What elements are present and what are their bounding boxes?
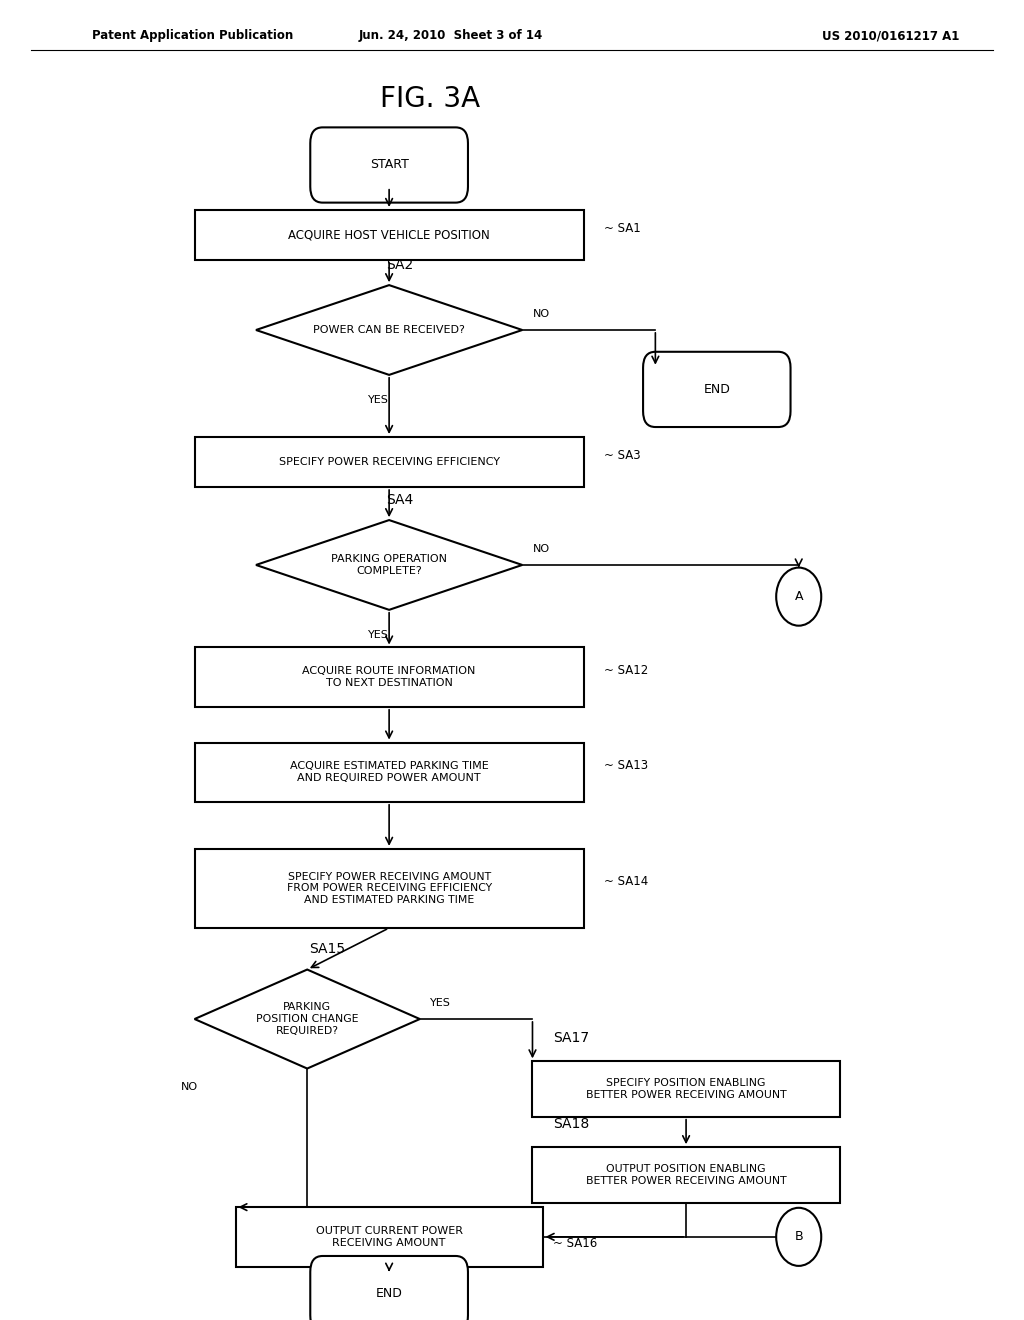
Text: ~ SA13: ~ SA13 — [604, 759, 648, 772]
Text: YES: YES — [430, 998, 451, 1008]
Text: SA4: SA4 — [386, 492, 413, 507]
Text: END: END — [376, 1287, 402, 1300]
Polygon shape — [195, 969, 420, 1069]
Text: YES: YES — [369, 630, 389, 640]
Text: PARKING
POSITION CHANGE
REQUIRED?: PARKING POSITION CHANGE REQUIRED? — [256, 1002, 358, 1036]
Text: ACQUIRE HOST VEHICLE POSITION: ACQUIRE HOST VEHICLE POSITION — [288, 228, 490, 242]
Text: ~ SA1: ~ SA1 — [604, 222, 641, 235]
Text: PARKING OPERATION
COMPLETE?: PARKING OPERATION COMPLETE? — [331, 554, 447, 576]
Text: B: B — [795, 1230, 803, 1243]
Text: START: START — [370, 158, 409, 172]
Text: SA17: SA17 — [553, 1031, 589, 1045]
Text: SA2: SA2 — [386, 257, 413, 272]
Text: YES: YES — [369, 395, 389, 405]
Text: ~ SA16: ~ SA16 — [553, 1237, 597, 1250]
FancyBboxPatch shape — [195, 210, 584, 260]
Text: FIG. 3A: FIG. 3A — [380, 84, 480, 114]
FancyBboxPatch shape — [195, 648, 584, 708]
Text: ~ SA12: ~ SA12 — [604, 664, 648, 677]
FancyBboxPatch shape — [195, 743, 584, 803]
Text: SA15: SA15 — [309, 942, 346, 956]
Text: ACQUIRE ESTIMATED PARKING TIME
AND REQUIRED POWER AMOUNT: ACQUIRE ESTIMATED PARKING TIME AND REQUI… — [290, 762, 488, 783]
FancyBboxPatch shape — [310, 127, 468, 202]
Text: ~ SA3: ~ SA3 — [604, 449, 641, 462]
Text: ACQUIRE ROUTE INFORMATION
TO NEXT DESTINATION: ACQUIRE ROUTE INFORMATION TO NEXT DESTIN… — [302, 667, 476, 688]
Text: OUTPUT CURRENT POWER
RECEIVING AMOUNT: OUTPUT CURRENT POWER RECEIVING AMOUNT — [315, 1226, 463, 1247]
Text: Jun. 24, 2010  Sheet 3 of 14: Jun. 24, 2010 Sheet 3 of 14 — [358, 29, 543, 42]
Text: SPECIFY POSITION ENABLING
BETTER POWER RECEIVING AMOUNT: SPECIFY POSITION ENABLING BETTER POWER R… — [586, 1078, 786, 1100]
Text: NO: NO — [181, 1082, 198, 1092]
FancyBboxPatch shape — [236, 1206, 543, 1267]
Polygon shape — [256, 285, 522, 375]
FancyBboxPatch shape — [532, 1061, 840, 1117]
Polygon shape — [256, 520, 522, 610]
Text: SA18: SA18 — [553, 1117, 589, 1131]
Text: US 2010/0161217 A1: US 2010/0161217 A1 — [822, 29, 959, 42]
Text: A: A — [795, 590, 803, 603]
FancyBboxPatch shape — [532, 1147, 840, 1203]
Text: POWER CAN BE RECEIVED?: POWER CAN BE RECEIVED? — [313, 325, 465, 335]
Text: NO: NO — [532, 309, 550, 319]
Text: SPECIFY POWER RECEIVING AMOUNT
FROM POWER RECEIVING EFFICIENCY
AND ESTIMATED PAR: SPECIFY POWER RECEIVING AMOUNT FROM POWE… — [287, 871, 492, 906]
Circle shape — [776, 568, 821, 626]
Circle shape — [776, 1208, 821, 1266]
FancyBboxPatch shape — [310, 1257, 468, 1320]
FancyBboxPatch shape — [195, 437, 584, 487]
Text: Patent Application Publication: Patent Application Publication — [92, 29, 294, 42]
Text: SPECIFY POWER RECEIVING EFFICIENCY: SPECIFY POWER RECEIVING EFFICIENCY — [279, 457, 500, 467]
FancyBboxPatch shape — [195, 849, 584, 928]
Text: NO: NO — [532, 544, 550, 554]
FancyBboxPatch shape — [643, 351, 791, 428]
Text: ~ SA14: ~ SA14 — [604, 875, 648, 888]
Text: OUTPUT POSITION ENABLING
BETTER POWER RECEIVING AMOUNT: OUTPUT POSITION ENABLING BETTER POWER RE… — [586, 1164, 786, 1185]
Text: END: END — [703, 383, 730, 396]
